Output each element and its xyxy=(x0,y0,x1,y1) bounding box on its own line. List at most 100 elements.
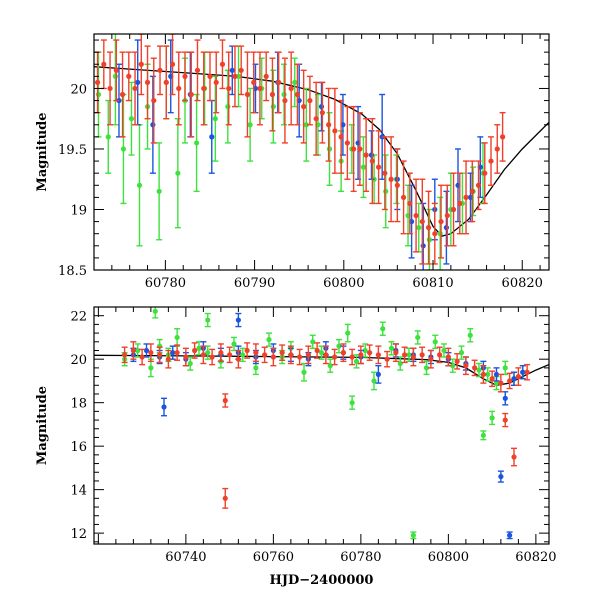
data-point xyxy=(120,146,127,152)
data-point xyxy=(467,332,473,338)
data-point xyxy=(288,85,294,92)
data-point xyxy=(469,188,475,194)
data-point xyxy=(410,532,416,538)
data-point xyxy=(407,200,413,207)
data-point xyxy=(382,170,388,176)
data-point xyxy=(441,347,447,354)
data-point xyxy=(511,454,517,460)
data-point xyxy=(363,152,369,158)
data-point xyxy=(482,170,488,176)
data-point xyxy=(151,97,157,104)
data-point xyxy=(244,91,251,98)
data-point xyxy=(420,243,426,249)
data-point xyxy=(327,363,333,369)
data-point xyxy=(240,352,246,358)
data-point xyxy=(176,85,182,92)
data-point xyxy=(113,67,119,73)
data-point xyxy=(419,352,425,358)
data-point xyxy=(200,352,206,358)
data-point xyxy=(212,116,218,122)
data-point xyxy=(394,182,400,188)
y-tick-label: 19.5 xyxy=(58,143,87,158)
data-point xyxy=(144,79,151,86)
series-red xyxy=(94,34,506,265)
data-point xyxy=(94,79,101,86)
data-point xyxy=(150,122,156,128)
data-point xyxy=(122,352,128,358)
data-point xyxy=(303,122,309,128)
data-point xyxy=(349,354,355,360)
data-point xyxy=(165,356,171,362)
data-point xyxy=(263,73,269,79)
data-point xyxy=(502,417,508,423)
x-tick-label: 60810 xyxy=(412,276,453,291)
data-point xyxy=(194,67,201,73)
data-point xyxy=(235,73,242,79)
y-tick-label: 16 xyxy=(70,440,87,455)
data-point xyxy=(397,360,403,367)
data-point xyxy=(419,218,425,225)
series-green xyxy=(121,307,526,540)
data-point xyxy=(498,473,504,480)
data-point xyxy=(507,378,513,384)
data-point xyxy=(107,85,113,92)
data-point xyxy=(314,347,320,354)
x-tick-label: 60820 xyxy=(515,550,556,565)
data-point xyxy=(247,122,253,128)
x-axis-label: HJD−2400000 xyxy=(270,573,374,588)
data-point xyxy=(463,363,469,369)
data-point xyxy=(218,350,224,356)
data-point xyxy=(416,225,422,231)
data-point xyxy=(375,164,382,170)
data-point xyxy=(357,146,363,152)
data-point xyxy=(235,356,241,362)
plot-frame xyxy=(93,33,550,271)
data-point xyxy=(380,326,386,332)
data-point xyxy=(502,395,508,401)
data-point xyxy=(266,337,272,343)
top-panel-zoomed-light-curve: 60780 60790 60800 60810 60820 18.5 19 19.5 20 Mag… xyxy=(35,33,550,291)
y-tick-label: 20 xyxy=(70,82,87,97)
data-point xyxy=(515,373,521,380)
data-point xyxy=(161,404,167,410)
data-point xyxy=(130,347,136,354)
data-point xyxy=(135,79,141,86)
data-point xyxy=(270,354,276,360)
data-point xyxy=(480,432,486,438)
data-point xyxy=(187,360,193,367)
data-point xyxy=(262,352,268,358)
data-point xyxy=(511,376,517,382)
data-point xyxy=(358,352,364,358)
data-point xyxy=(369,158,375,164)
data-point xyxy=(132,85,138,92)
data-point xyxy=(188,91,194,98)
data-point xyxy=(232,73,238,79)
data-point xyxy=(253,350,259,356)
data-point xyxy=(443,225,450,231)
data-point xyxy=(169,61,176,67)
data-point xyxy=(444,212,450,219)
data-point xyxy=(494,146,500,152)
data-point xyxy=(136,182,143,188)
data-point xyxy=(294,91,301,98)
data-point xyxy=(282,97,288,104)
data-point xyxy=(288,352,294,358)
data-point xyxy=(488,158,494,164)
data-point xyxy=(157,352,163,358)
data-point xyxy=(493,380,500,386)
data-point xyxy=(368,152,375,158)
data-point xyxy=(205,350,211,356)
data-point xyxy=(349,400,355,406)
plot-frame xyxy=(93,306,550,545)
data-point xyxy=(340,350,346,356)
data-point xyxy=(163,79,169,86)
y-tick-label: 14 xyxy=(70,484,87,499)
data-point xyxy=(344,140,350,146)
data-point xyxy=(174,334,180,341)
data-point xyxy=(175,170,181,176)
data-point xyxy=(148,350,154,356)
x-tick-label: 60780 xyxy=(145,276,186,291)
data-point xyxy=(301,104,307,110)
data-point xyxy=(157,67,163,73)
